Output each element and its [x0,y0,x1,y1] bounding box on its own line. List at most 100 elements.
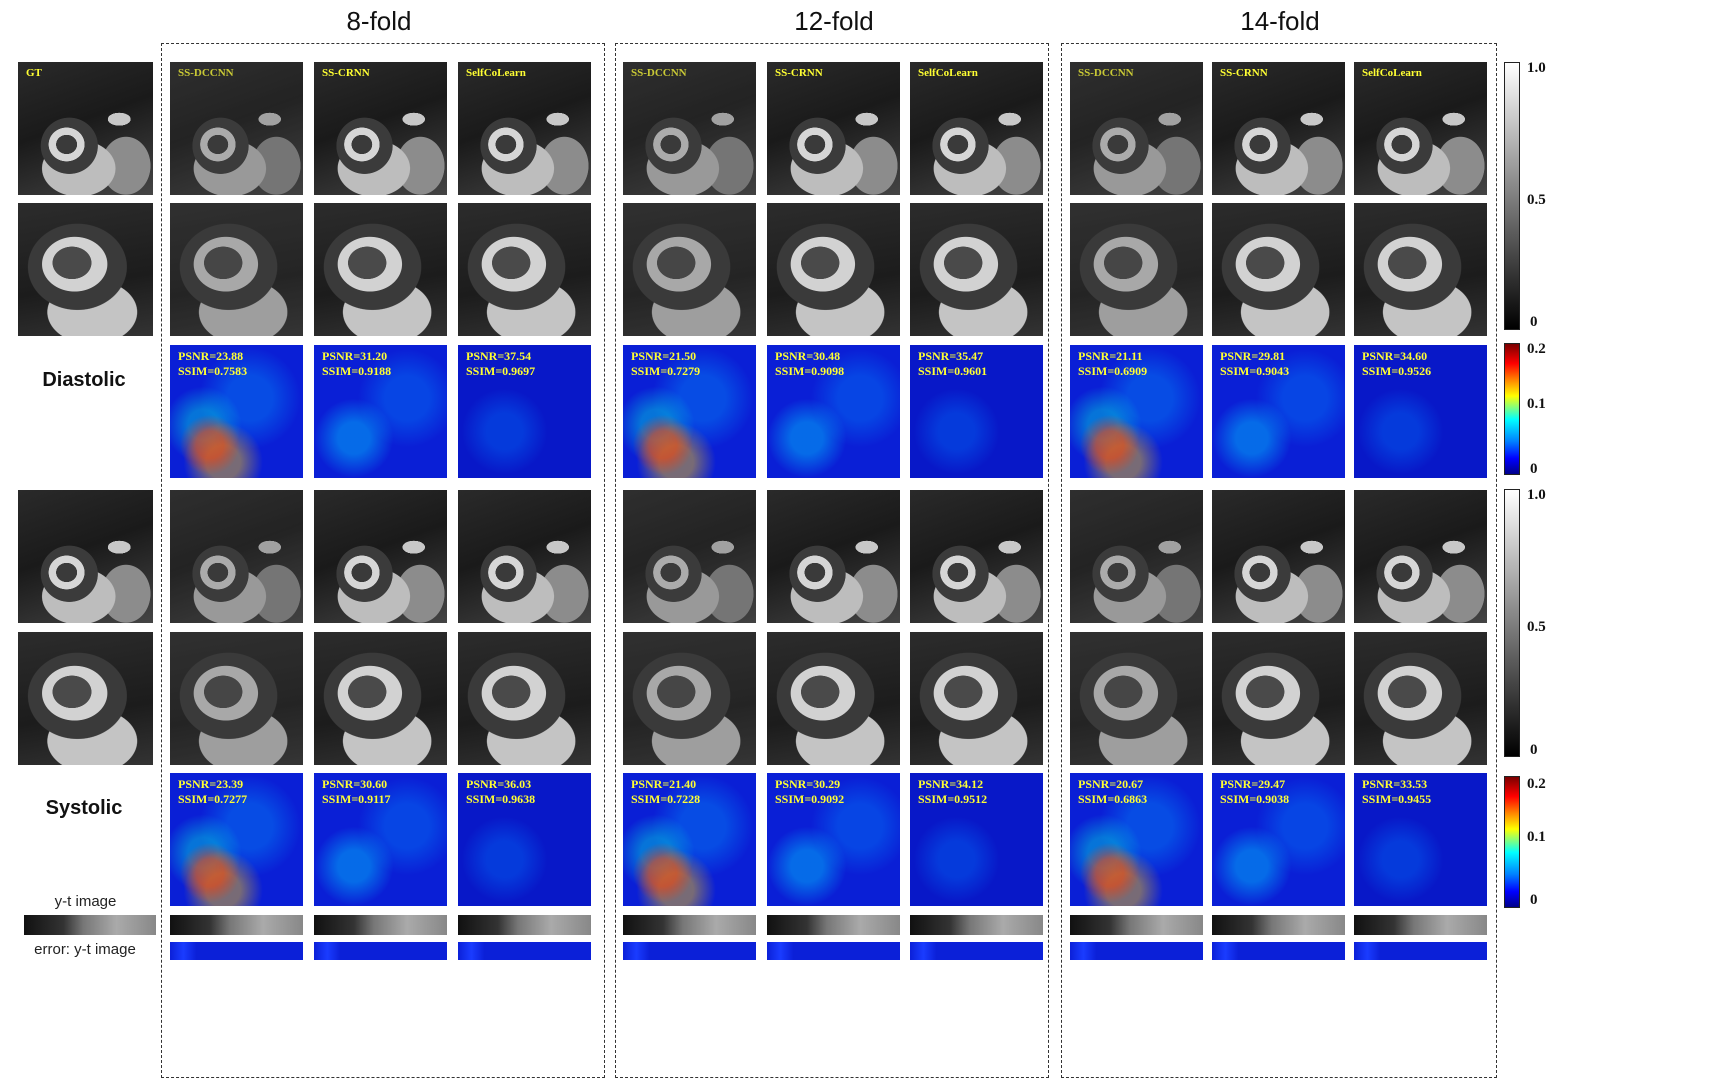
tile-14-ss-crnn-systolic-zoom [1212,632,1345,765]
tile-12-ss-dccnn-systolic-full [623,490,756,623]
tile-8-selfcolearn-yt [458,915,591,935]
metric-psnr-ssim: PSNR=34.12 SSIM=0.9512 [918,777,988,806]
method-label: SelfCoLearn [466,67,526,79]
colorbar-gray-systolic [1504,489,1520,757]
tile-14-selfcolearn-yt-error [1354,942,1487,960]
colorbar-tick: 1.0 [1527,60,1546,76]
tile-12-ss-dccnn-yt [623,915,756,935]
tile-8-ss-crnn-diastolic-error: PSNR=31.20 SSIM=0.9188 [314,345,447,478]
colorbar-tick: 0.5 [1527,192,1546,208]
gt-diastolic-zoom [18,203,153,336]
method-label: SS-CRNN [775,67,823,79]
yt-label: y-t image [54,893,117,910]
tile-8-selfcolearn-systolic-full [458,490,591,623]
group-box-14-fold [1061,43,1497,1078]
method-label: SS-CRNN [322,67,370,79]
colorbar-error-diastolic [1504,343,1520,475]
tile-14-ss-dccnn-diastolic-full: SS-DCCNN [1070,62,1203,195]
tile-8-selfcolearn-systolic-error: PSNR=36.03 SSIM=0.9638 [458,773,591,906]
tile-14-ss-dccnn-diastolic-zoom [1070,203,1203,336]
tile-14-selfcolearn-systolic-zoom [1354,632,1487,765]
tile-8-ss-crnn-systolic-full [314,490,447,623]
metric-psnr-ssim: PSNR=29.81 SSIM=0.9043 [1220,349,1290,378]
tile-12-ss-crnn-systolic-zoom [767,632,900,765]
colorbar-tick: 0 [1530,742,1538,758]
tile-12-ss-crnn-yt-error [767,942,900,960]
tile-8-ss-dccnn-systolic-zoom [170,632,303,765]
tile-12-ss-crnn-systolic-full [767,490,900,623]
tile-12-ss-crnn-diastolic-full: SS-CRNN [767,62,900,195]
colorbar-gray-diastolic [1504,62,1520,330]
tile-14-selfcolearn-systolic-full [1354,490,1487,623]
colorbar-tick: 0.2 [1527,341,1546,357]
tile-12-ss-dccnn-diastolic-zoom [623,203,756,336]
tile-8-selfcolearn-diastolic-error: PSNR=37.54 SSIM=0.9697 [458,345,591,478]
metric-psnr-ssim: PSNR=34.60 SSIM=0.9526 [1362,349,1432,378]
tile-12-ss-dccnn-diastolic-error: PSNR=21.50 SSIM=0.7279 [623,345,756,478]
colorbar-error-systolic [1504,776,1520,908]
fold-title-14: 14-fold [1240,6,1320,36]
tile-14-ss-dccnn-yt [1070,915,1203,935]
tile-12-selfcolearn-diastolic-error: PSNR=35.47 SSIM=0.9601 [910,345,1043,478]
row-label-systolic: Systolic [45,797,123,819]
tile-14-selfcolearn-systolic-error: PSNR=33.53 SSIM=0.9455 [1354,773,1487,906]
colorbar-tick: 1.0 [1527,487,1546,503]
metric-psnr-ssim: PSNR=30.48 SSIM=0.9098 [775,349,845,378]
tile-12-selfcolearn-diastolic-zoom [910,203,1043,336]
tile-14-ss-crnn-yt-error [1212,942,1345,960]
tile-14-ss-crnn-systolic-error: PSNR=29.47 SSIM=0.9038 [1212,773,1345,906]
metric-psnr-ssim: PSNR=20.67 SSIM=0.6863 [1078,777,1148,806]
metric-psnr-ssim: PSNR=21.50 SSIM=0.7279 [631,349,701,378]
tile-8-selfcolearn-diastolic-full: SelfCoLearn [458,62,591,195]
metric-psnr-ssim: PSNR=37.54 SSIM=0.9697 [466,349,536,378]
tile-12-ss-crnn-diastolic-zoom [767,203,900,336]
tile-8-ss-dccnn-diastolic-error: PSNR=23.88 SSIM=0.7583 [170,345,303,478]
tile-8-ss-crnn-systolic-zoom [314,632,447,765]
tile-14-ss-dccnn-systolic-full [1070,490,1203,623]
metric-psnr-ssim: PSNR=23.88 SSIM=0.7583 [178,349,248,378]
metric-psnr-ssim: PSNR=31.20 SSIM=0.9188 [322,349,392,378]
tile-14-ss-dccnn-systolic-zoom [1070,632,1203,765]
tile-12-selfcolearn-systolic-full [910,490,1043,623]
tile-12-selfcolearn-yt [910,915,1043,935]
colorbar-tick: 0 [1530,314,1538,330]
tile-14-ss-crnn-diastolic-zoom [1212,203,1345,336]
group-box-8-fold [161,43,605,1078]
tile-12-ss-crnn-yt [767,915,900,935]
metric-psnr-ssim: PSNR=36.03 SSIM=0.9638 [466,777,536,806]
tile-14-selfcolearn-yt [1354,915,1487,935]
tile-12-selfcolearn-diastolic-full: SelfCoLearn [910,62,1043,195]
tile-14-ss-dccnn-yt-error [1070,942,1203,960]
colorbar-tick: 0 [1530,461,1538,477]
gt-systolic-zoom [18,632,153,765]
tile-14-ss-dccnn-systolic-error: PSNR=20.67 SSIM=0.6863 [1070,773,1203,906]
gt-systolic-full [18,490,153,623]
tile-8-ss-crnn-yt [314,915,447,935]
method-label: SelfCoLearn [918,67,978,79]
method-label: SS-DCCNN [178,67,234,79]
metric-psnr-ssim: PSNR=33.53 SSIM=0.9455 [1362,777,1432,806]
tile-12-ss-dccnn-yt-error [623,942,756,960]
tile-8-selfcolearn-diastolic-zoom [458,203,591,336]
tile-14-selfcolearn-diastolic-error: PSNR=34.60 SSIM=0.9526 [1354,345,1487,478]
metric-psnr-ssim: PSNR=29.47 SSIM=0.9038 [1220,777,1290,806]
tile-12-ss-crnn-diastolic-error: PSNR=30.48 SSIM=0.9098 [767,345,900,478]
row-label-diastolic: Diastolic [42,369,126,391]
tile-12-ss-dccnn-systolic-zoom [623,632,756,765]
metric-psnr-ssim: PSNR=30.60 SSIM=0.9117 [322,777,391,806]
tile-8-ss-dccnn-yt [170,915,303,935]
method-label: SS-CRNN [1220,67,1268,79]
colorbar-tick: 0.1 [1527,396,1546,412]
metric-psnr-ssim: PSNR=21.40 SSIM=0.7228 [631,777,701,806]
tile-8-ss-crnn-diastolic-zoom [314,203,447,336]
tile-12-ss-crnn-systolic-error: PSNR=30.29 SSIM=0.9092 [767,773,900,906]
colorbar-tick: 0 [1530,892,1538,908]
tile-14-ss-dccnn-diastolic-error: PSNR=21.11 SSIM=0.6909 [1070,345,1203,478]
tile-8-ss-dccnn-diastolic-zoom [170,203,303,336]
method-label: SelfCoLearn [1362,67,1422,79]
group-box-12-fold [615,43,1049,1078]
tile-12-selfcolearn-yt-error [910,942,1043,960]
tile-8-ss-crnn-diastolic-full: SS-CRNN [314,62,447,195]
tile-12-ss-dccnn-systolic-error: PSNR=21.40 SSIM=0.7228 [623,773,756,906]
tile-8-ss-dccnn-systolic-full [170,490,303,623]
